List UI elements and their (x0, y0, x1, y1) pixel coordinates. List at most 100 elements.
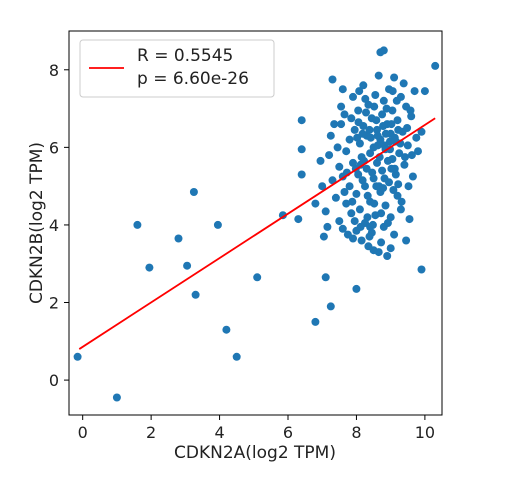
x-tick-label: 4 (214, 423, 224, 442)
data-point (383, 219, 392, 227)
data-point (297, 170, 306, 179)
data-point (412, 133, 421, 142)
data-point (311, 317, 320, 326)
x-tick-label: 10 (415, 423, 435, 442)
data-point (326, 131, 335, 140)
data-point (417, 127, 426, 136)
data-point (345, 182, 354, 191)
data-point (350, 125, 359, 134)
data-point (333, 143, 342, 152)
data-point (326, 302, 335, 311)
data-point (402, 236, 411, 245)
data-point (222, 325, 231, 334)
x-axis-label: CDKN2A(log2 TPM) (174, 443, 336, 463)
data-point (383, 252, 392, 260)
data-point (350, 217, 359, 226)
data-point (379, 184, 388, 193)
y-tick-label: 4 (49, 216, 59, 235)
data-point (323, 222, 332, 231)
data-point (356, 222, 365, 231)
data-point (406, 106, 415, 115)
data-point (366, 149, 375, 158)
data-point (379, 46, 388, 55)
data-point (321, 207, 330, 216)
data-point (321, 273, 330, 282)
data-point (368, 168, 377, 177)
data-point (417, 265, 426, 274)
data-point (297, 145, 306, 154)
data-point (311, 199, 320, 208)
data-point (365, 125, 374, 134)
data-point (335, 217, 344, 226)
data-point (405, 215, 414, 224)
data-point (403, 124, 412, 132)
x-tick-label: 6 (283, 423, 293, 442)
data-point (232, 352, 241, 361)
data-point (355, 87, 364, 96)
data-point (399, 79, 408, 88)
data-point (414, 147, 422, 156)
data-point (348, 197, 357, 206)
data-point (133, 220, 142, 229)
data-point (354, 118, 363, 127)
data-point (379, 122, 388, 130)
data-point (355, 205, 364, 214)
regression-line (78, 117, 436, 350)
data-point (373, 125, 381, 134)
data-point (378, 110, 387, 119)
data-point (328, 75, 337, 84)
data-point (401, 153, 409, 162)
x-tick-label: 0 (78, 423, 88, 442)
data-point (335, 162, 344, 171)
data-point (386, 244, 395, 253)
data-point (366, 222, 375, 231)
y-axis-label: CDKN2B(log2 TPM) (27, 142, 47, 304)
data-point (383, 156, 392, 165)
data-point (369, 246, 378, 255)
data-point (213, 220, 222, 229)
data-point (342, 147, 351, 156)
data-point (349, 234, 357, 243)
data-point (352, 284, 361, 293)
data-point (389, 186, 398, 194)
points-layer (73, 46, 440, 402)
data-point (278, 211, 287, 220)
plot-frame (68, 30, 443, 416)
data-point (374, 71, 383, 80)
y-tick-label: 6 (49, 138, 59, 157)
data-point (145, 263, 154, 272)
data-point (388, 87, 397, 96)
data-point (390, 230, 399, 239)
data-point (325, 151, 334, 160)
data-point (337, 102, 346, 111)
data-point (392, 96, 401, 105)
data-point (373, 131, 382, 140)
data-point (379, 96, 388, 105)
legend: R = 0.5545 p = 6.60e-26 (79, 39, 275, 98)
data-point (337, 120, 346, 129)
x-tick-label: 8 (351, 423, 361, 442)
data-point (370, 102, 379, 111)
data-point (362, 108, 370, 117)
data-point (407, 112, 416, 121)
data-point (297, 116, 306, 125)
data-point (403, 141, 412, 150)
data-point (378, 166, 387, 175)
data-point (330, 120, 339, 129)
data-point (370, 199, 379, 208)
data-point (404, 182, 413, 191)
data-point (189, 188, 198, 196)
legend-frame (79, 39, 275, 98)
data-point (394, 180, 403, 189)
data-point (294, 215, 303, 224)
data-point (349, 92, 357, 101)
data-point (358, 129, 367, 138)
data-point (397, 197, 406, 206)
y-tick-label: 2 (49, 294, 59, 313)
data-point (373, 141, 382, 150)
data-point (361, 94, 370, 103)
data-point (347, 114, 356, 123)
data-point (338, 224, 347, 233)
data-point (390, 73, 399, 82)
data-point (371, 91, 380, 99)
